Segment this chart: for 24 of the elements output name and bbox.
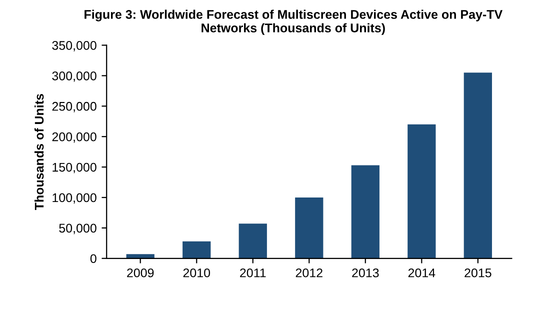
x-tick-label: 2014: [408, 268, 436, 278]
y-axis-title: Thousands of Units: [34, 94, 44, 210]
bar: [126, 254, 154, 258]
x-tick-label: 2011: [240, 268, 266, 278]
y-tick-label: 250,000: [52, 102, 96, 112]
x-tick-label: 2012: [296, 268, 322, 278]
bar: [295, 197, 324, 258]
y-tick-label: 100,000: [52, 193, 96, 204]
bar: [408, 124, 436, 258]
x-tick-label: 2013: [352, 268, 379, 278]
x-tick-label: 2015: [464, 268, 492, 278]
bar: [351, 165, 380, 258]
bar: [238, 224, 267, 258]
y-tick-label: 200,000: [52, 132, 96, 143]
chart-title: Figure 3: Worldwide Forecast of Multiscreen Devices Active on Pay-TV Networks (Thousands of Units): [84, 10, 503, 35]
y-tick-label: 50,000: [59, 224, 96, 234]
bar: [464, 72, 492, 258]
bar: [182, 241, 211, 258]
y-tick-label: 300,000: [52, 71, 96, 82]
y-tick-label: 150,000: [52, 162, 96, 174]
x-tick-label: 2010: [183, 268, 210, 278]
y-tick-label: 0: [90, 254, 96, 264]
y-tick-label: 350,000: [52, 41, 96, 52]
x-tick-label: 2009: [127, 268, 154, 278]
